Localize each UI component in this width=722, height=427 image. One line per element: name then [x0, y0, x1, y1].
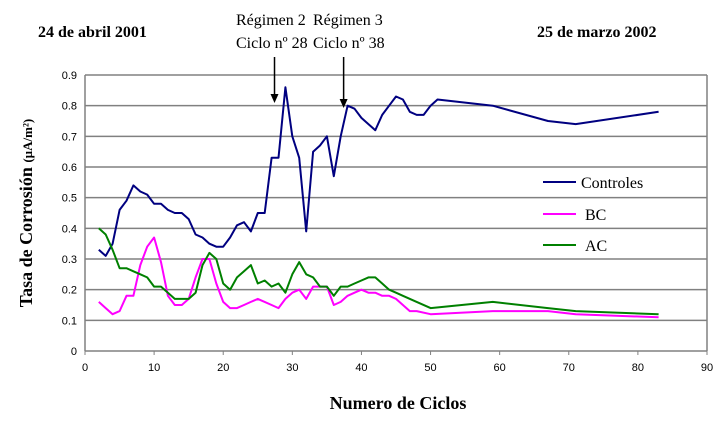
series-line-ac [98, 227, 659, 316]
x-axis-title: Numero de Ciclos [330, 393, 467, 413]
y-tick-label: 0.1 [62, 315, 77, 327]
arrow-head-icon [339, 99, 348, 108]
x-tick-label: 90 [701, 362, 713, 374]
x-tick-label: 70 [563, 362, 575, 374]
regime-arrows [270, 57, 348, 108]
regime2-label: Régimen 2 [236, 12, 306, 29]
y-axis-title: Tasa de Corrosión (µA/m²) [16, 119, 36, 307]
y-tick-label: 0.2 [62, 285, 77, 297]
axes [84, 75, 708, 355]
regime2-cycle-label: Ciclo nº 28 [236, 35, 308, 52]
y-tick-label: 0.5 [62, 193, 77, 205]
series-line-bc [98, 236, 659, 319]
y-tick-label: 0.3 [62, 254, 77, 266]
y-tick-label: 0.8 [62, 101, 77, 113]
y-tick-label: 0.6 [62, 162, 77, 174]
end-date-label: 25 de marzo 2002 [537, 24, 657, 41]
start-date-label: 24 de abril 2001 [38, 24, 147, 41]
regime3-cycle-label: Ciclo nº 38 [313, 35, 385, 52]
y-tick-label: 0.9 [62, 70, 77, 82]
x-tick-label: 10 [148, 362, 160, 374]
x-tick-label: 30 [286, 362, 298, 374]
grid-lines [85, 74, 707, 322]
x-tick-label: 60 [494, 362, 506, 374]
series-line-controles [98, 86, 659, 257]
legend-label-bc: BC [585, 207, 606, 224]
regime3-label: Régimen 3 [313, 12, 383, 29]
arrow-head-icon [270, 94, 279, 103]
x-tick-label: 40 [355, 362, 367, 374]
y-tick-label: 0 [71, 346, 77, 358]
y-tick-label: 0.4 [62, 223, 77, 235]
y-axis-title-text: Tasa de Corrosión (µA/m²) [16, 119, 36, 307]
series-lines [98, 86, 659, 319]
y-tick-labels: 0 0.1 0.2 0.3 0.4 0.5 0.6 0.7 0.8 0.9 [62, 70, 77, 358]
x-tick-label: 0 [82, 362, 88, 374]
x-tick-label: 20 [217, 362, 229, 374]
x-tick-label: 80 [632, 362, 644, 374]
legend-label-controles: Controles [581, 175, 643, 192]
legend-label-ac: AC [585, 238, 607, 255]
y-tick-label: 0.7 [62, 131, 77, 143]
x-tick-label: 50 [424, 362, 436, 374]
x-tick-labels: 0 10 20 30 40 50 60 70 80 90 [82, 362, 713, 374]
legend: Controles BC AC [543, 175, 643, 255]
